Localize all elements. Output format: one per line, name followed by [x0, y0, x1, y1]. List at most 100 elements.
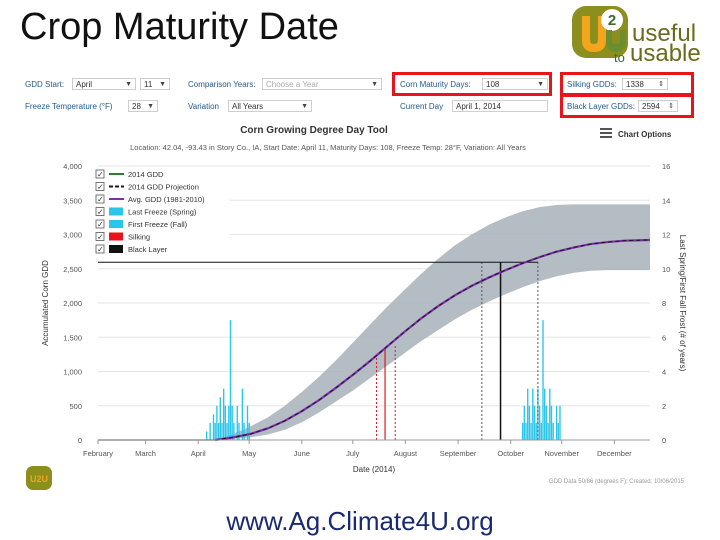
stepper-icon[interactable]: ⇕: [668, 103, 674, 110]
chart-options-button[interactable]: Chart Options: [600, 128, 672, 139]
x-tick-label: February: [83, 449, 113, 458]
legend-checkbox[interactable]: [95, 219, 105, 229]
gdd-range-band: [215, 204, 650, 440]
y-left-tick-label: 2,000: [63, 299, 82, 308]
check-icon: ✓: [97, 233, 104, 242]
svg-text:2: 2: [608, 12, 616, 29]
comparison-years-select[interactable]: Choose a Year ▼: [262, 78, 382, 90]
chevron-down-icon: ▼: [537, 81, 544, 88]
chevron-down-icon: ▼: [125, 81, 132, 88]
last-freeze-bar: [216, 405, 218, 440]
last-freeze-bar: [217, 422, 220, 440]
legend-item[interactable]: ✓ Black Layer: [95, 244, 168, 254]
silking-gdds-input[interactable]: 1338 ⇕: [622, 78, 668, 90]
legend-label: Last Freeze (Spring): [128, 208, 197, 217]
last-freeze-bar: [219, 397, 221, 440]
last-freeze-bar: [228, 405, 230, 440]
check-icon: ✓: [97, 195, 104, 204]
legend-swatch: [109, 245, 123, 253]
legend-label: Avg. GDD (1981-2010): [128, 195, 205, 204]
highlight-silking-gdds: [560, 72, 694, 96]
legend-label: 2014 GDD: [128, 170, 164, 179]
last-freeze-bar: [212, 414, 215, 440]
y-left-tick-label: 3,000: [63, 231, 82, 240]
gdd-start-month-select[interactable]: April ▼: [72, 78, 136, 90]
x-tick-label: May: [242, 449, 256, 458]
controls-panel: GDD Start: April ▼ 11 ▼ Comparison Years: …: [22, 68, 696, 120]
first-freeze-bar: [547, 422, 549, 440]
y-right-tick-label: 4: [662, 368, 666, 377]
last-freeze-bar: [241, 388, 244, 440]
x-tick-label: April: [191, 449, 206, 458]
silking-gdds-label: Silking GDDs:: [567, 80, 617, 89]
first-freeze-bar: [559, 405, 561, 440]
gdd-start-day-select[interactable]: 11 ▼: [140, 78, 170, 90]
last-freeze-bar: [206, 431, 208, 440]
first-freeze-bar: [538, 405, 541, 440]
x-tick-label: August: [394, 449, 418, 458]
last-freeze-bar: [243, 422, 245, 440]
first-freeze-bar: [528, 405, 531, 440]
legend-item[interactable]: ✓ Last Freeze (Spring): [95, 207, 197, 217]
y-left-tick-label: 1,500: [63, 333, 82, 342]
stepper-icon[interactable]: ⇕: [658, 81, 664, 88]
first-freeze-bar: [552, 422, 554, 440]
y-right-tick-label: 14: [662, 196, 670, 205]
x-tick-label: March: [135, 449, 156, 458]
gdd-chart: Corn Growing Degree Day Tool Location: 4…: [26, 125, 687, 490]
x-tick-label: November: [544, 449, 579, 458]
first-freeze-bar: [550, 405, 553, 440]
slide-title: Crop Maturity Date: [20, 6, 339, 48]
legend-label: Silking: [128, 233, 150, 242]
first-freeze-bar: [557, 422, 559, 440]
small-u2u-logo: U2U: [26, 466, 52, 490]
last-freeze-bar: [226, 422, 228, 440]
last-freeze-bar: [221, 422, 223, 440]
legend-item[interactable]: ✓ First Freeze (Fall): [95, 219, 188, 229]
freeze-temperature-select[interactable]: 28 ▼: [128, 100, 158, 112]
first-freeze-bar: [523, 405, 525, 440]
legend-item[interactable]: ✓ Silking: [95, 232, 150, 242]
last-freeze-bar: [236, 405, 238, 440]
first-freeze-bar: [535, 422, 537, 440]
last-freeze-bar: [238, 422, 240, 440]
hamburger-icon[interactable]: [600, 128, 612, 138]
legend-item[interactable]: ✓ 2014 GDD Projection: [95, 182, 199, 192]
legend-label: Black Layer: [128, 245, 168, 254]
y-left-tick-label: 500: [69, 402, 82, 411]
black-layer-gdds-input[interactable]: 2594 ⇕: [638, 100, 678, 112]
y-left-tick-label: 4,000: [63, 162, 82, 171]
last-freeze-bar: [233, 422, 235, 440]
logo-to-text: to: [614, 50, 625, 65]
last-freeze-bar: [209, 422, 211, 440]
check-icon: ✓: [97, 208, 104, 217]
x-tick-label: October: [497, 449, 524, 458]
footer-url[interactable]: www.Ag.Climate4U.org: [226, 506, 494, 536]
legend-checkbox[interactable]: [95, 232, 105, 241]
last-freeze-bar: [231, 405, 233, 440]
legend-item[interactable]: ✓ Avg. GDD (1981-2010): [95, 194, 205, 204]
y-right-tick-label: 0: [662, 436, 666, 445]
u2u-logo: 2 useful to usable: [570, 2, 716, 68]
chart-title: Corn Growing Degree Day Tool: [240, 125, 388, 136]
legend-checkbox[interactable]: [95, 207, 105, 216]
first-freeze-bar: [540, 422, 542, 440]
chart-subtitle: Location: 42.04, -93.43 in Story Co., IA…: [130, 143, 526, 152]
legend-checkbox[interactable]: [95, 182, 105, 191]
first-freeze-bar: [542, 320, 544, 440]
x-tick-label: September: [440, 449, 477, 458]
first-freeze-bar: [530, 422, 532, 440]
variation-select[interactable]: All Years ▼: [228, 100, 312, 112]
legend-swatch: [109, 220, 123, 228]
legend-checkbox[interactable]: [95, 244, 105, 254]
current-day-input[interactable]: April 1, 2014: [452, 100, 548, 112]
x-tick-label: December: [597, 449, 632, 458]
maturity-days-select[interactable]: 108 ▼: [482, 78, 548, 90]
highlight-black-layer-gdds: [560, 94, 694, 118]
legend-checkbox[interactable]: [95, 169, 105, 179]
check-icon: ✓: [97, 245, 104, 254]
legend-item[interactable]: ✓ 2014 GDD: [95, 169, 164, 179]
legend-checkbox[interactable]: [95, 194, 105, 204]
chart-options-label: Chart Options: [618, 130, 672, 139]
legend-swatch: [109, 207, 123, 216]
